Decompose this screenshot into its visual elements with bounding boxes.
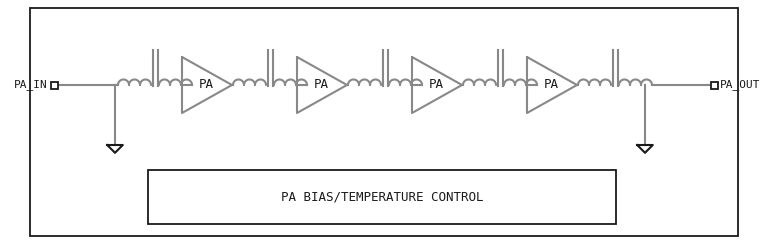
Bar — [710, 81, 717, 89]
Text: PA: PA — [544, 79, 558, 92]
Text: PA BIAS/TEMPERATURE CONTROL: PA BIAS/TEMPERATURE CONTROL — [281, 191, 483, 203]
Bar — [148, 170, 616, 224]
Text: PA: PA — [429, 79, 443, 92]
Text: PA: PA — [198, 79, 214, 92]
Text: PA_IN: PA_IN — [15, 80, 48, 91]
Text: PA_OUT: PA_OUT — [720, 80, 760, 91]
Text: PA: PA — [313, 79, 329, 92]
Bar — [51, 81, 58, 89]
